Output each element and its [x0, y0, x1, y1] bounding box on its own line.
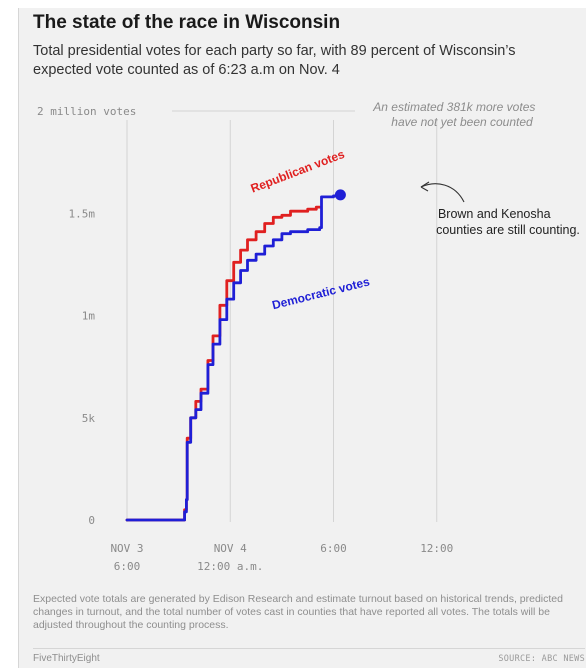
- x-tick-label-2: 6:00: [320, 542, 347, 555]
- y-tick-label-0: 2 million votes: [37, 105, 136, 118]
- series-label-republican: Republican votes: [249, 147, 347, 196]
- footnote: Expected vote totals are generated by Ed…: [33, 593, 563, 631]
- x-axis-ticks: NOV 3 6:00 NOV 4 12:00 a.m. 6:00 12:00: [110, 542, 453, 573]
- series-label-democratic: Democratic votes: [271, 274, 372, 312]
- remaining-votes-note-line1: An estimated 381k more votes: [372, 100, 535, 114]
- chart-title: The state of the race in Wisconsin: [33, 12, 341, 33]
- source-label: SOURCE: ABC NEWS: [498, 654, 585, 664]
- x-tick-sublabel-0: 6:00: [114, 560, 141, 573]
- chart-subtitle: Total presidential votes for each party …: [33, 43, 516, 78]
- remaining-votes-note: An estimated 381k more votes have not ye…: [372, 100, 538, 129]
- counting-annotation-line1: Brown and Kenosha: [438, 207, 551, 221]
- y-tick-label-1: 1.5m: [69, 207, 96, 220]
- y-tick-label-4: 0: [88, 514, 95, 527]
- annotation-arrow-head: [420, 181, 430, 192]
- chart-card: [18, 8, 586, 668]
- x-tick-label-0: NOV 3: [110, 542, 143, 555]
- brand-label: FiveThirtyEight: [33, 653, 100, 664]
- counting-annotation-line2: counties are still counting.: [436, 223, 580, 237]
- remaining-votes-note-line2: have not yet been counted: [391, 115, 533, 129]
- grid-layer: [126, 110, 438, 522]
- latest-point-marker: [334, 189, 346, 201]
- series-layer: [125, 189, 346, 522]
- annotation-arrow-curve: [420, 183, 465, 203]
- x-tick-label-3: 12:00: [420, 542, 453, 555]
- counting-annotation: Brown and Kenosha counties are still cou…: [436, 207, 580, 237]
- y-tick-label-3: 5k: [82, 412, 96, 425]
- x-tick-sublabel-1: 12:00 a.m.: [197, 560, 263, 573]
- y-tick-label-2: 1m: [82, 310, 96, 323]
- y-axis-ticks: 2 million votes 1.5m 1m 5k 0: [37, 105, 136, 527]
- series-line-democratic: [125, 193, 342, 522]
- x-tick-label-1: NOV 4: [214, 542, 247, 555]
- series-line-republican: [125, 205, 322, 522]
- vote-chart: 2 million votes 1.5m 1m 5k 0 NOV 3 6:00 NOV 4 1…: [37, 100, 580, 573]
- footer-divider: [33, 648, 585, 649]
